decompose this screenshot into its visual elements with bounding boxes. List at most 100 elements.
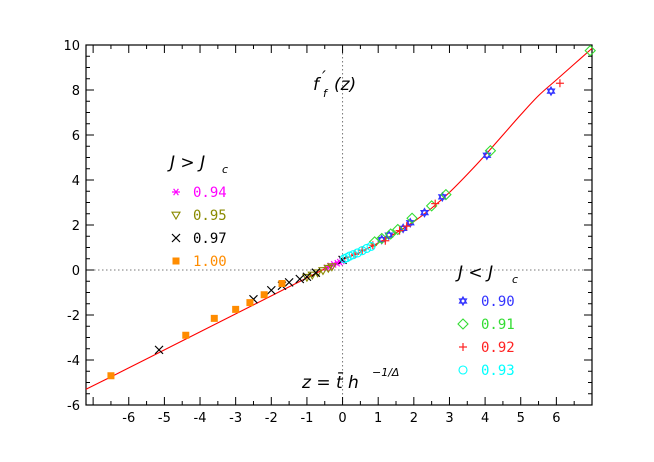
x-tick-label: -1 [300, 411, 313, 426]
legend-below-entry-marker [457, 318, 469, 330]
data-point-square [210, 314, 218, 322]
marker-shape [482, 152, 492, 161]
x-tick-label: -5 [158, 411, 171, 426]
legend-above-title-sub: c [222, 163, 228, 176]
data-point-diamond [392, 223, 404, 236]
data-point-x [284, 277, 294, 287]
marker-shape [182, 331, 190, 339]
x-tick-label: 2 [410, 411, 418, 426]
legend-below-entry-marker [458, 365, 468, 375]
data-point-triangle-down [318, 267, 328, 276]
data-point-triangle-down [326, 263, 337, 272]
marker-stroke [338, 255, 347, 265]
data-point-x [302, 272, 312, 282]
marker-stroke [171, 233, 181, 243]
data-point-diamond [440, 188, 452, 201]
marker-shape [458, 365, 468, 375]
x-tick-label: -2 [265, 411, 278, 426]
data-point-plus [402, 222, 411, 231]
marker-stroke [173, 188, 179, 196]
x-tick-label: 4 [481, 411, 489, 426]
scaling-exponent: −1/Δ [372, 366, 399, 379]
marker-shape [232, 305, 240, 313]
legend-below-entry-label: 0.93 [481, 363, 515, 379]
data-point-plus [358, 246, 367, 255]
legend-above-entry-label: 1.00 [193, 254, 227, 270]
legend-above-critical: J > J c 0.94 0.95 0.97 1.00 [167, 153, 228, 270]
data-point-star [419, 207, 430, 218]
marker-shape [307, 271, 318, 281]
legend-below-entry-label: 0.92 [481, 340, 515, 356]
data-point-x [154, 345, 164, 355]
marker-shape [348, 250, 358, 260]
marker-shape [107, 372, 115, 380]
legend-above-entry-label: 0.97 [193, 231, 227, 247]
function-prime: ′ [322, 68, 326, 88]
data-point-triangle-down [301, 273, 312, 283]
legend-below-title-sub: c [512, 273, 518, 286]
marker-shape [546, 88, 556, 97]
marker-stroke [284, 277, 294, 287]
x-tick-label: 0 [338, 411, 346, 426]
axis-ticks [86, 44, 593, 406]
legend-below-entry-marker [458, 295, 468, 307]
legend-above-entry-marker [172, 257, 180, 265]
data-point-x [295, 274, 305, 284]
marker-shape [419, 207, 430, 216]
y-tick-label: 2 [72, 219, 80, 234]
y-tick-label: 10 [63, 39, 80, 54]
data-point-square [260, 291, 268, 299]
data-point-square [182, 331, 190, 339]
data-point-plus [381, 236, 390, 245]
legend-below-entry-label: 0.91 [481, 317, 515, 333]
data-point-star [546, 85, 556, 97]
data-point-circle [366, 241, 376, 251]
legend-below-title: J < J [455, 263, 493, 283]
x-tick-labels: -6 -5 -4 -3 -2 -1 0 1 2 3 4 5 6 [122, 411, 560, 426]
y-tick-label: 6 [72, 129, 80, 144]
legend-above-entry-marker [171, 211, 181, 221]
data-point-plus [395, 226, 404, 235]
x-tick-label: -3 [229, 411, 242, 426]
data-point-square [232, 305, 240, 313]
zero-lines [86, 45, 592, 405]
marker-shape [458, 295, 468, 304]
y-tick-labels: -6 -4 -2 0 2 4 6 8 10 [63, 39, 80, 414]
marker-shape [392, 223, 404, 236]
y-tick-label: 4 [72, 174, 80, 189]
data-point-circle [362, 243, 372, 253]
marker-shape [484, 144, 497, 157]
x-tick-label: -4 [194, 411, 207, 426]
marker-shape [584, 44, 596, 57]
scaling-variable-label: z = t̄ h [301, 371, 359, 393]
y-tick-label: 0 [72, 264, 80, 279]
legend-above-entry-label: 0.95 [193, 208, 227, 224]
y-tick-label: -2 [67, 309, 80, 324]
legend-above-title: J > J [167, 153, 205, 173]
marker-stroke [311, 268, 321, 278]
data-point-x [311, 268, 321, 278]
data-point-square [107, 372, 115, 380]
data-point-x [266, 285, 276, 295]
data-point-diamond [484, 144, 497, 157]
marker-shape [318, 267, 328, 276]
data-point-circle [352, 248, 363, 258]
marker-shape [405, 217, 415, 226]
data-point-plus [555, 79, 564, 88]
x-tick-label: -6 [122, 411, 135, 426]
marker-stroke [302, 272, 312, 282]
data-point-square [246, 299, 254, 307]
data-point-triangle-down [307, 271, 318, 281]
data-point-square [278, 280, 286, 287]
marker-shape [362, 243, 372, 253]
marker-stroke [295, 274, 305, 284]
marker-stroke [154, 345, 164, 355]
marker-shape [437, 191, 447, 200]
marker-shape [384, 228, 397, 240]
marker-shape [171, 211, 181, 221]
marker-shape [246, 299, 254, 307]
y-tick-label: -4 [67, 354, 80, 369]
marker-shape [210, 314, 218, 322]
x-tick-label: 5 [517, 411, 525, 426]
